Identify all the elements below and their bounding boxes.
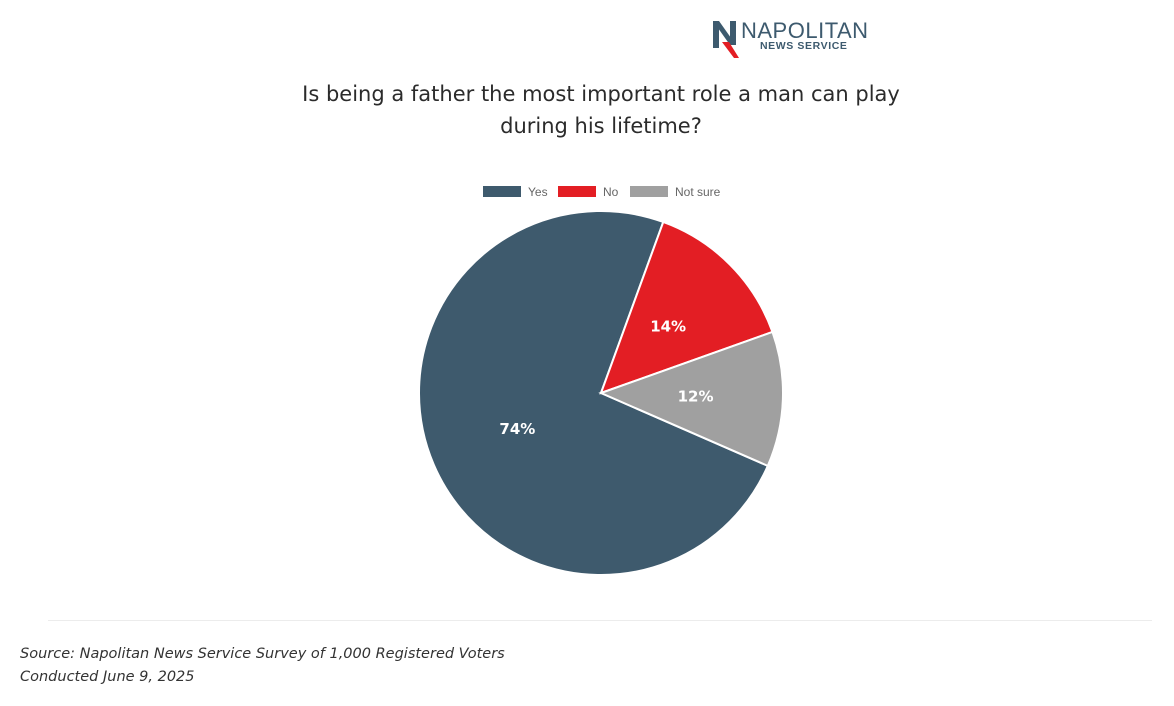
source-line-1: Source: Napolitan News Service Survey of… [20,646,505,662]
legend-label-yes: Yes [528,185,548,199]
brand-logo: NAPOLITAN NEWS SERVICE [712,18,872,62]
slice-label-not-sure: 12% [678,387,714,405]
brand-subtitle: NEWS SERVICE [760,40,848,52]
napolitan-logo-icon [713,21,739,58]
pie-slices [418,210,784,576]
pie-slice-labels: 74% 14% 12% [499,317,713,438]
chart-legend: Yes No Not sure [483,185,721,199]
pie-slice-not-sure [598,330,784,468]
slice-label-yes: 74% [499,420,535,438]
source-line-2: Conducted June 9, 2025 [20,669,195,685]
slice-label-no: 14% [650,317,686,335]
legend-label-no: No [603,185,619,199]
pie-slice-yes [418,210,770,576]
chart-title: Is being a father the most important rol… [300,78,902,142]
legend-swatch-not-sure [630,186,668,197]
chart-title-line-2: during his lifetime? [500,114,702,138]
legend-label-not-sure: Not sure [675,185,721,199]
chart-title-line-1: Is being a father the most important rol… [302,82,900,106]
legend-swatch-yes [483,186,521,197]
footer-divider [48,620,1152,621]
pie-slice-no [599,220,774,395]
legend-swatch-no [558,186,596,197]
source-note: Source: Napolitan News Service Survey of… [20,643,505,689]
brand-name: NAPOLITAN [741,18,869,43]
